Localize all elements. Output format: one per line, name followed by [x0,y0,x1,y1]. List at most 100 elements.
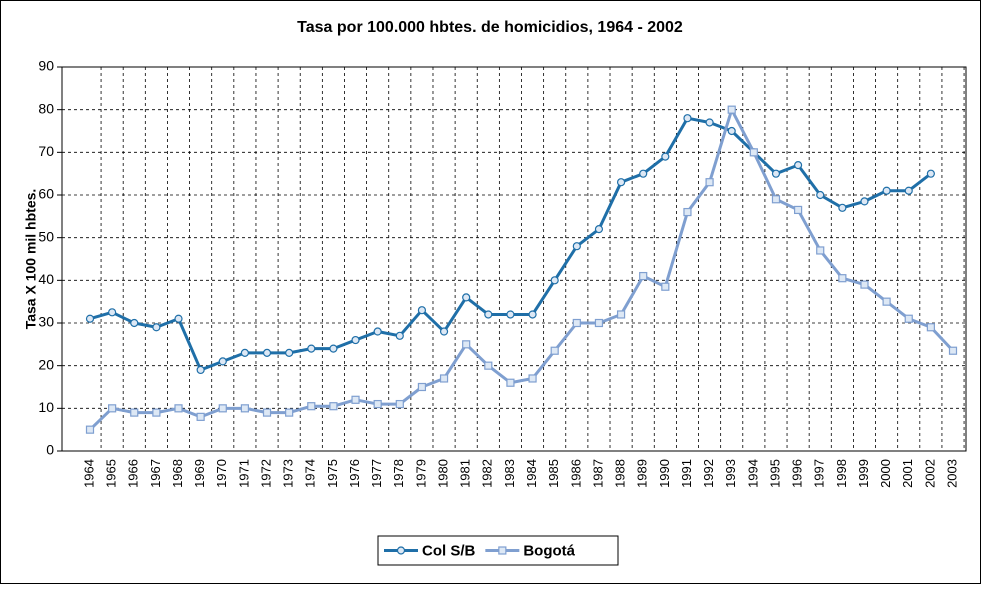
marker [484,310,493,319]
x-tick-label: 1992 [701,459,716,488]
x-tick-label: 1967 [148,459,163,488]
series-line [88,108,955,431]
marker [462,293,471,302]
x-tick-label: 1979 [413,459,428,488]
x-tick-label: 1991 [679,459,694,488]
marker [838,274,847,283]
x-tick-label: 2000 [878,459,893,488]
x-tick-label: 1987 [590,459,605,488]
marker [417,382,427,392]
x-tick-label: 2001 [900,459,915,488]
x-tick-label: 1980 [435,459,450,488]
marker [816,190,825,200]
marker [926,323,935,332]
marker [307,344,316,353]
marker [395,399,404,409]
y-tick-label: 90 [38,58,54,74]
marker [506,378,515,387]
marker [262,348,272,357]
x-tick-label: 2002 [922,459,937,488]
marker [85,314,95,323]
marker [639,169,648,178]
marker [484,361,493,370]
marker [661,282,670,291]
marker [218,404,227,413]
marker [417,306,427,315]
x-tick-label: 1978 [391,459,406,488]
x-tick-label: 1986 [568,459,583,488]
marker [594,225,604,234]
marker [130,318,139,328]
marker [152,408,161,417]
legend-marker [396,546,406,555]
marker [882,186,891,195]
marker [550,276,559,285]
y-tick-label: 50 [38,228,54,244]
marker [926,169,935,178]
marker [307,402,316,411]
y-tick-label: 70 [38,143,54,159]
marker [506,310,515,319]
marker [395,331,404,340]
marker [152,323,161,332]
chart-title: Tasa por 100.000 hbtes. de homicidios, 1… [297,19,683,36]
legend-marker [498,546,507,555]
marker [794,161,803,170]
x-tick-label: 1971 [236,459,251,488]
marker [351,335,360,345]
marker [572,318,581,328]
marker [616,178,626,187]
marker [882,297,891,306]
x-tick-label: 1995 [767,459,782,488]
x-tick-label: 1988 [613,459,628,488]
y-tick-label: 10 [38,399,54,415]
marker [85,425,95,434]
marker [528,374,537,383]
marker [351,395,360,404]
y-tick-label: 80 [38,100,54,116]
plot-area [61,66,967,452]
marker [572,242,581,251]
marker [439,374,449,383]
y-tick-label: 30 [38,314,54,330]
marker [262,408,272,417]
marker [639,271,648,281]
x-tick-label: 1984 [524,459,539,488]
marker [108,308,117,317]
y-tick-label: 0 [46,442,54,458]
legend-label: Col S/B [422,542,476,559]
marker [594,318,604,328]
y-tick-label: 40 [38,271,54,287]
y-tick-label: 60 [38,186,54,202]
x-tick-label: 1964 [81,459,96,488]
x-tick-label: 1996 [790,459,805,488]
x-tick-label: 1965 [104,459,119,488]
marker [196,365,205,375]
marker [749,148,758,157]
x-tick-label: 1977 [369,459,384,488]
x-tick-label: 1983 [502,459,517,488]
x-tick-label: 1973 [281,459,296,488]
marker [904,314,913,323]
x-tick-label: 1966 [126,459,141,488]
x-tick-label: 1969 [192,459,207,488]
marker [218,357,227,366]
marker [329,402,338,411]
marker [860,280,869,289]
x-tick-label: 1999 [856,459,871,488]
x-tick-label: 1997 [812,459,827,488]
marker [771,169,781,178]
marker [174,314,183,323]
marker [285,348,294,357]
marker [528,310,537,319]
x-tick-label: 1990 [657,459,672,488]
x-tick-label: 1976 [347,459,362,488]
marker [794,205,803,215]
marker [727,105,736,114]
x-tick-label: 2003 [944,459,959,488]
marker [948,346,958,355]
x-tick-label: 1972 [258,459,273,488]
marker [550,346,559,355]
x-tick-label: 1981 [458,459,473,488]
marker [285,408,294,417]
